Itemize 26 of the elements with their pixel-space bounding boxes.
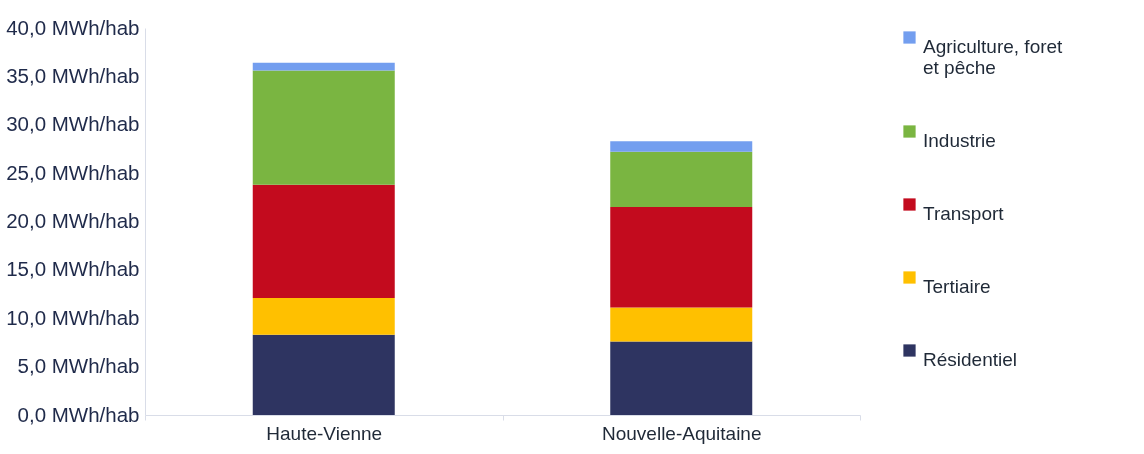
bar [252, 62, 395, 71]
legend-label: Résidentiel [923, 348, 1017, 370]
bar [610, 141, 753, 152]
y-tick-label: 20,0 MWh/hab [6, 209, 140, 232]
y-tick-label: 35,0 MWh/hab [6, 63, 140, 87]
y-tick-label: 5,0 MWh/hab [17, 354, 140, 378]
y-tick-label: 0,0 MWh/hab [17, 402, 140, 426]
legend-label: Transport [923, 202, 1005, 224]
bar [252, 334, 395, 415]
bar [252, 70, 395, 185]
legend-label: Tertiaire [923, 275, 991, 297]
y-tick-label: 30,0 MWh/hab [6, 112, 140, 136]
legend-label: Industrie [923, 129, 996, 151]
bar [610, 151, 753, 207]
bar [252, 184, 395, 298]
bar [610, 307, 753, 342]
y-tick-label: 40,0 MWh/hab [6, 15, 140, 39]
x-tick-label: Nouvelle-Aquitaine [602, 422, 762, 444]
bar [610, 206, 753, 308]
y-tick-label: 25,0 MWh/hab [6, 160, 140, 184]
legend-label: Agriculture, foret et pêche [923, 35, 1064, 78]
bar [610, 341, 753, 415]
y-tick-label: 15,0 MWh/hab [6, 257, 140, 281]
bar [252, 297, 395, 335]
x-tick-label: Haute-Vienne [266, 422, 383, 444]
y-tick-label: 10,0 MWh/hab [6, 305, 140, 329]
